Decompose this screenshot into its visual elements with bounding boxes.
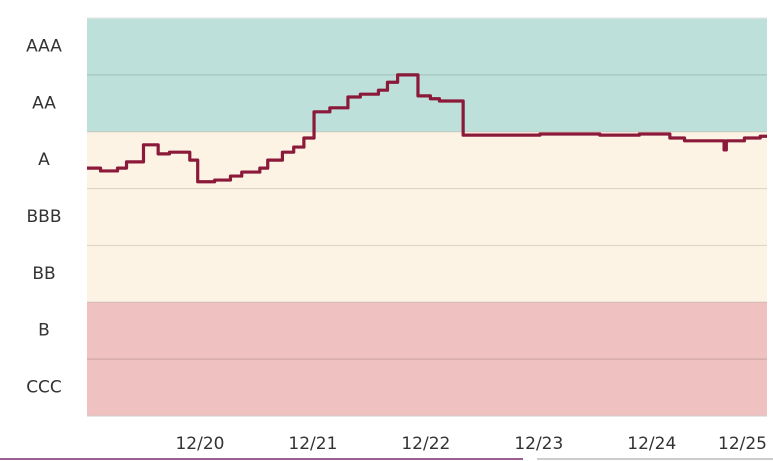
y-tick-label: CCC bbox=[26, 378, 62, 398]
x-tick-label: 12/23 bbox=[514, 434, 563, 454]
x-tick-label: 12/20 bbox=[175, 434, 224, 454]
y-tick-label: AA bbox=[32, 93, 56, 113]
band bbox=[87, 302, 767, 416]
y-tick-label: BBB bbox=[27, 207, 62, 227]
x-tick-label: 12/24 bbox=[627, 434, 676, 454]
y-tick-label: AAA bbox=[26, 36, 62, 56]
band bbox=[87, 131, 767, 303]
x-tick-label: 12/22 bbox=[401, 434, 450, 454]
y-tick-label: BB bbox=[32, 264, 55, 284]
y-tick-label: B bbox=[38, 321, 50, 341]
y-tick-label: A bbox=[38, 150, 50, 170]
x-tick-label: 12/25 bbox=[718, 434, 767, 454]
x-tick-label: 12/21 bbox=[288, 434, 337, 454]
band bbox=[87, 18, 767, 132]
rating-line bbox=[87, 73, 767, 184]
